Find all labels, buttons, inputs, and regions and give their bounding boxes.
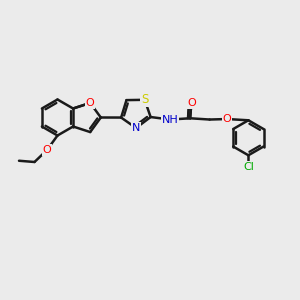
Text: NH: NH (162, 115, 178, 124)
Text: O: O (223, 114, 232, 124)
Text: Cl: Cl (243, 161, 254, 172)
Text: O: O (43, 145, 51, 155)
Text: O: O (187, 98, 196, 108)
Text: O: O (86, 98, 94, 108)
Text: N: N (132, 123, 140, 133)
Text: S: S (141, 93, 148, 106)
